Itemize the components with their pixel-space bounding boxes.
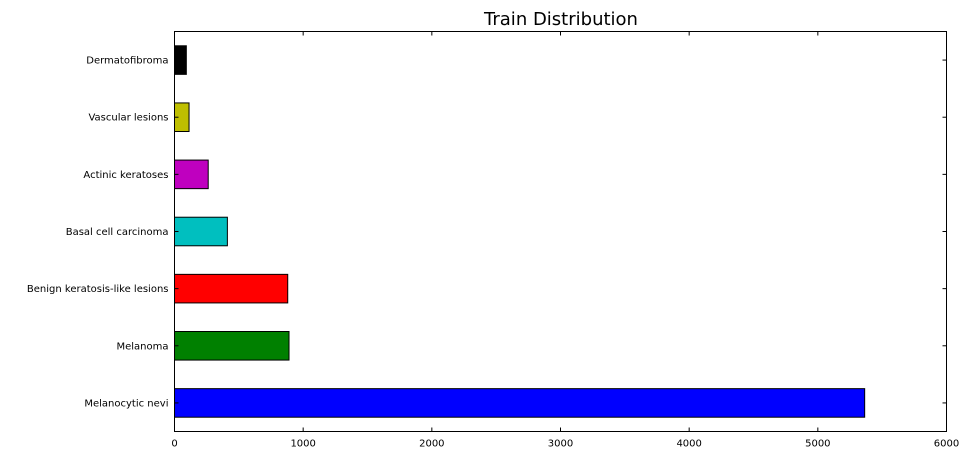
x-tick-label: 6000: [934, 439, 959, 450]
bar-benign-keratosis-like-lesions: [174, 273, 289, 304]
bars-group: [174, 45, 866, 418]
x-tick-label: 0: [171, 439, 177, 450]
y-tick-label: Melanocytic nevi: [84, 398, 168, 409]
x-tick-label: 1000: [290, 439, 315, 450]
y-tick-label: Benign keratosis-like lesions: [27, 284, 169, 295]
y-tick-label: Melanoma: [116, 341, 168, 352]
bar-melanoma: [174, 331, 290, 361]
y-tick-label: Actinic keratoses: [83, 170, 168, 181]
x-tick-label: 3000: [548, 439, 573, 450]
plot-frame: [174, 31, 947, 432]
y-axis: Melanocytic nevi Melanoma Benign keratosis…: [27, 56, 947, 409]
x-tick-label: 5000: [805, 439, 830, 450]
chart-title: Train Distribution: [483, 9, 638, 30]
x-tick-label: 2000: [419, 439, 444, 450]
bar-basal-cell-carcinoma: [174, 216, 228, 247]
y-tick-label: Vascular lesions: [88, 113, 168, 124]
x-axis: 0 1000 2000 3000 4000 5000 6000: [171, 31, 959, 450]
bar-actinic-keratoses: [174, 159, 209, 190]
y-tick-label: Basal cell carcinoma: [66, 227, 169, 238]
bar-melanocytic-nevi: [174, 388, 866, 418]
x-tick-label: 4000: [676, 439, 701, 450]
y-tick-label: Dermatofibroma: [86, 56, 168, 67]
